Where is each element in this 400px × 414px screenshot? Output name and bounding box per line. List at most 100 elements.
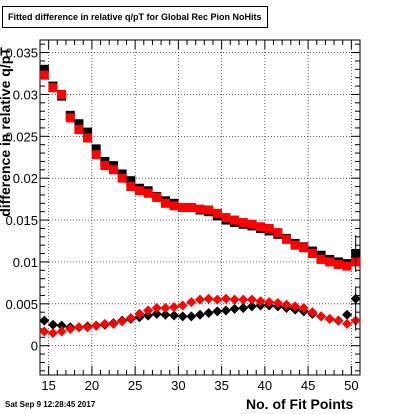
data-point-diamond <box>246 301 257 312</box>
data-point-square <box>65 113 75 123</box>
data-point-diamond <box>134 308 145 319</box>
data-point-square <box>238 218 248 228</box>
data-point-diamond <box>39 326 50 337</box>
data-point-diamond <box>65 323 76 334</box>
data-point-square <box>160 198 170 208</box>
x-tick-label: 40 <box>258 378 272 393</box>
data-point-square <box>39 64 49 74</box>
data-point-square <box>299 243 309 253</box>
data-point-square <box>74 119 84 129</box>
y-tick-label: 0.02 <box>13 171 38 186</box>
data-point-diamond <box>203 293 214 304</box>
x-axis-label: No. of Fit Points <box>246 396 354 412</box>
data-point-diamond <box>47 319 58 330</box>
data-point-diamond <box>56 326 67 337</box>
data-point-square <box>57 89 67 99</box>
data-point-square <box>230 215 240 225</box>
data-point-diamond <box>290 301 301 312</box>
y-tick-label: 0.01 <box>13 255 38 270</box>
data-point-diamond <box>324 313 335 324</box>
data-point-square <box>143 188 153 198</box>
data-point-square <box>186 203 196 212</box>
data-point-diamond <box>117 316 128 327</box>
y-tick-label: 0.035 <box>5 46 38 61</box>
data-point-diamond <box>143 305 154 316</box>
data-point-square <box>91 150 101 160</box>
data-point-square <box>247 219 257 229</box>
data-point-square <box>74 125 84 135</box>
y-axis-label: difference in relative q/pT <box>0 47 13 217</box>
data-point-diamond <box>255 296 266 307</box>
data-point-diamond <box>151 303 162 313</box>
data-point-diamond <box>307 307 318 318</box>
data-point-diamond <box>82 322 93 333</box>
data-point-square <box>169 201 179 211</box>
data-point-square <box>195 204 205 214</box>
data-point-square <box>221 213 231 223</box>
data-point-diamond <box>108 318 119 329</box>
data-point-diamond <box>203 308 214 319</box>
data-point-square <box>325 257 335 267</box>
data-point-diamond <box>281 299 292 310</box>
data-point-square <box>83 133 93 143</box>
data-point-diamond <box>316 311 327 322</box>
data-point-square <box>204 205 214 215</box>
data-point-square <box>281 234 291 244</box>
data-point-diamond <box>342 318 353 329</box>
data-markers <box>39 64 361 339</box>
data-point-diamond <box>169 302 180 313</box>
data-point-diamond <box>238 294 249 305</box>
data-point-diamond <box>177 300 188 311</box>
data-point-square <box>273 228 283 238</box>
data-point-diamond <box>160 303 171 313</box>
data-point-square <box>48 83 58 93</box>
data-point-diamond <box>212 294 223 305</box>
data-point-diamond <box>169 310 180 321</box>
data-point-diamond <box>47 328 58 339</box>
data-point-square <box>100 161 110 171</box>
data-point-diamond <box>91 320 102 331</box>
y-tick-label: 0.025 <box>5 129 38 144</box>
data-point-square <box>83 127 93 137</box>
data-point-diamond <box>56 320 67 331</box>
data-point-square <box>152 192 162 202</box>
data-point-diamond <box>99 318 110 329</box>
data-point-square <box>134 186 144 196</box>
data-point-diamond <box>212 306 223 317</box>
data-point-diamond <box>151 308 162 319</box>
data-point-diamond <box>246 294 257 305</box>
data-point-square <box>91 144 101 154</box>
data-point-square <box>126 176 136 186</box>
data-point-diamond <box>143 310 154 321</box>
data-point-square <box>264 223 274 233</box>
x-tick-label: 50 <box>344 378 358 393</box>
data-point-diamond <box>342 309 353 320</box>
axes: 15 20 25 30 35 40 45 50 0 0.005 0.01 0.015 0.02 0.025… <box>5 39 361 393</box>
data-point-diamond <box>39 315 50 326</box>
data-point-square <box>307 249 317 259</box>
data-point-square <box>39 70 49 80</box>
data-point-diamond <box>195 294 205 305</box>
x-tick-label: 20 <box>85 378 99 393</box>
data-point-square <box>109 165 119 175</box>
data-point-square <box>290 240 300 250</box>
data-point-diamond <box>186 297 197 308</box>
x-tick-label: 45 <box>301 378 315 393</box>
data-point-diamond <box>238 303 249 313</box>
x-tick-label: 30 <box>171 378 185 393</box>
data-point-diamond <box>186 311 197 322</box>
y-tick-label: 0.03 <box>13 87 38 102</box>
x-tick-label: 25 <box>128 378 142 393</box>
data-point-diamond <box>229 303 240 314</box>
data-point-diamond <box>264 297 275 308</box>
data-point-diamond <box>298 303 309 313</box>
data-point-diamond <box>272 297 283 308</box>
data-point-square <box>212 208 222 218</box>
data-point-square <box>342 261 352 271</box>
x-tick-label: 35 <box>214 378 228 393</box>
data-point-diamond <box>195 309 205 320</box>
data-point-square <box>117 173 127 183</box>
x-tick-label: 15 <box>41 378 55 393</box>
chart-title: Fitted difference in relative q/pT for G… <box>2 6 268 28</box>
data-point-square <box>333 259 343 269</box>
